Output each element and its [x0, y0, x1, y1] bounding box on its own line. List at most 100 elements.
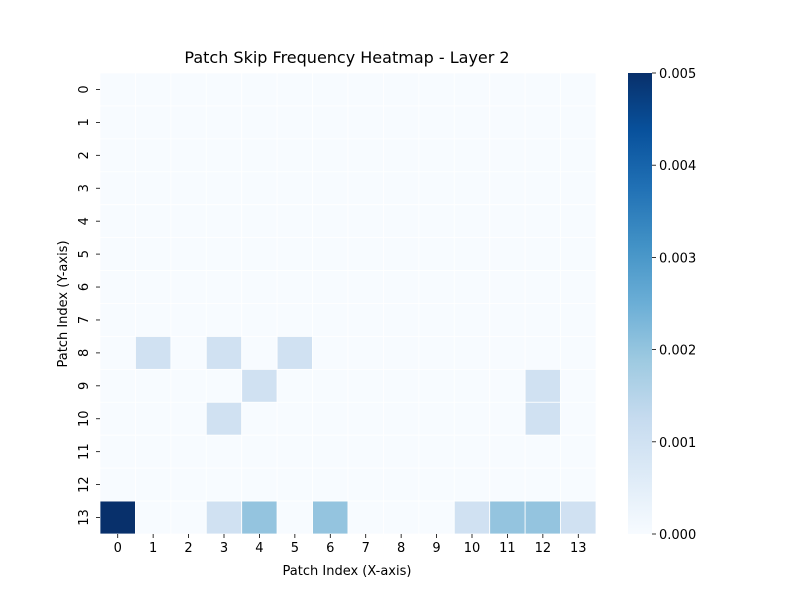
- heatmap-cell: [489, 105, 526, 140]
- y-tick-label: 12: [77, 476, 92, 493]
- x-axis-ticks: 0 1 2 3 4 5 6 7 8 9 10 11 12 13: [114, 534, 587, 556]
- x-tick-label: 4: [255, 541, 263, 556]
- heatmap-cell: [453, 105, 491, 140]
- heatmap-cell: [560, 270, 597, 304]
- x-tick-label: 10: [464, 541, 481, 556]
- heatmap-cell: [489, 270, 526, 304]
- colorbar-tick-label: 0.000: [659, 528, 696, 543]
- heatmap-cell: [276, 336, 313, 370]
- heatmap-cell: [383, 434, 420, 469]
- colorbar-ticks: 0.000 0.001 0.002 0.003 0.004 0.005: [652, 67, 696, 543]
- heatmap-cell: [347, 270, 384, 304]
- heatmap-cell: [383, 171, 420, 206]
- y-tick-label: 6: [77, 283, 92, 291]
- heatmap-cell: [560, 138, 597, 173]
- heatmap-cell: [205, 303, 243, 337]
- heatmap-cell: [312, 138, 349, 173]
- heatmap-cell: [383, 368, 420, 403]
- heatmap-cell: [524, 368, 561, 403]
- heatmap-cell: [489, 138, 526, 173]
- heatmap-cell: [312, 105, 349, 140]
- heatmap-cell: [560, 500, 597, 535]
- heatmap-cell: [135, 434, 172, 469]
- colorbar-tick-label: 0.005: [659, 67, 696, 82]
- heatmap-cell: [383, 72, 420, 107]
- heatmap-cell: [312, 467, 349, 502]
- x-tick-label: 8: [397, 541, 405, 556]
- heatmap-cell: [312, 270, 349, 304]
- heatmap-cell: [312, 72, 349, 107]
- x-tick-label: 13: [570, 541, 587, 556]
- heatmap-cell: [560, 171, 597, 206]
- heatmap-cell: [135, 368, 172, 403]
- heatmap-cell: [383, 467, 420, 502]
- y-tick-label: 1: [77, 118, 92, 126]
- heatmap-cell: [383, 138, 420, 173]
- colorbar-tick-label: 0.003: [659, 251, 696, 266]
- y-axis-label: Patch Index (Y-axis): [56, 240, 71, 367]
- heatmap-cell: [312, 336, 349, 370]
- heatmap-cell: [524, 434, 561, 469]
- y-tick-label: 9: [77, 382, 92, 390]
- heatmap-cell: [276, 467, 313, 502]
- heatmap-cell: [560, 72, 597, 107]
- heatmap-cell: [99, 138, 136, 173]
- heatmap-cell: [418, 401, 455, 436]
- heatmap-cell: [99, 434, 136, 469]
- heatmap-cell: [347, 72, 384, 107]
- heatmap-cell: [312, 401, 349, 436]
- heatmap-cell: [347, 368, 384, 403]
- y-tick-label: 4: [77, 217, 92, 225]
- heatmap-cell: [489, 467, 526, 502]
- heatmap-cell: [418, 500, 455, 535]
- heatmap-cell: [347, 138, 384, 173]
- heatmap-cell: [560, 368, 597, 403]
- heatmap-cell: [241, 467, 278, 502]
- x-tick-label: 12: [535, 541, 552, 556]
- heatmap-cell: [135, 401, 172, 436]
- heatmap-cell: [205, 270, 243, 304]
- heatmap-cell: [205, 204, 243, 239]
- heatmap-cell: [170, 270, 207, 304]
- heatmap-cell: [241, 368, 278, 403]
- heatmap-cell: [241, 204, 278, 239]
- heatmap-cell: [135, 72, 172, 107]
- heatmap-cell: [383, 204, 420, 239]
- heatmap-cell: [135, 303, 172, 337]
- heatmap-cell: [418, 270, 455, 304]
- heatmap-cell: [135, 270, 172, 304]
- heatmap-cell: [347, 171, 384, 206]
- heatmap-cell: [418, 138, 455, 173]
- heatmap-cell: [135, 237, 172, 271]
- heatmap-cell: [170, 434, 207, 469]
- heatmap-cell: [347, 401, 384, 436]
- heatmap-cell: [489, 368, 526, 403]
- heatmap-cell: [524, 237, 561, 271]
- heatmap-cell: [524, 336, 561, 370]
- heatmap-cell: [453, 336, 491, 370]
- heatmap-cell: [170, 500, 207, 535]
- heatmap-cell: [170, 401, 207, 436]
- heatmap-cell: [170, 467, 207, 502]
- heatmap-cell: [276, 434, 313, 469]
- x-tick-label: 7: [362, 541, 370, 556]
- heatmap-cell: [347, 204, 384, 239]
- heatmap-cell: [276, 270, 313, 304]
- x-tick-label: 9: [432, 541, 440, 556]
- y-tick-label: 11: [77, 443, 92, 460]
- heatmap-cell: [312, 500, 349, 535]
- heatmap-cell: [205, 105, 243, 140]
- heatmap-cell: [347, 434, 384, 469]
- heatmap-cell: [205, 171, 243, 206]
- heatmap-cell: [99, 467, 136, 502]
- heatmap-cell: [383, 303, 420, 337]
- heatmap-cell: [453, 237, 491, 271]
- heatmap-cell: [347, 336, 384, 370]
- heatmap-cell: [312, 171, 349, 206]
- heatmap-cell: [205, 434, 243, 469]
- heatmap-cell: [489, 72, 526, 107]
- heatmap-cell: [383, 237, 420, 271]
- y-tick-label: 7: [77, 316, 92, 324]
- heatmap-cell: [489, 237, 526, 271]
